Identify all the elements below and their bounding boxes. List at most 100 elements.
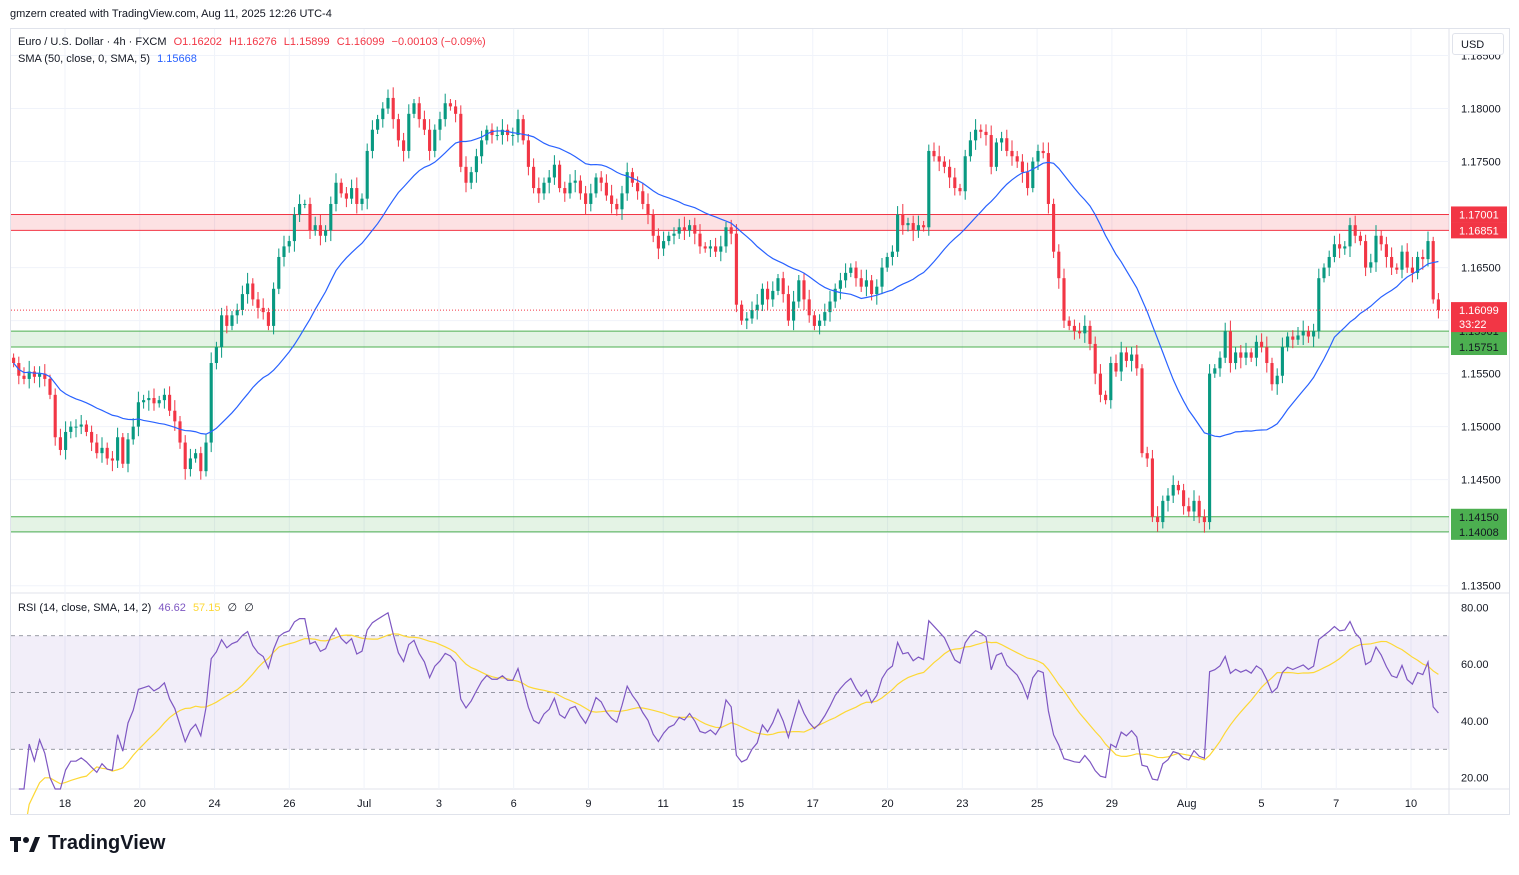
rsi-value: 46.62 bbox=[158, 602, 186, 614]
candle-body bbox=[636, 182, 640, 192]
candle-body bbox=[1358, 235, 1362, 242]
currency-button[interactable]: USD bbox=[1452, 33, 1504, 55]
logo-text: TradingView bbox=[48, 832, 166, 854]
candle-body bbox=[693, 225, 697, 234]
sma-label[interactable]: SMA (50, close, 0, SMA, 5) bbox=[18, 53, 151, 65]
candle-body bbox=[937, 156, 941, 162]
candle-body bbox=[578, 180, 582, 194]
time-tick-label: 11 bbox=[658, 798, 669, 810]
ohlc-low: L1.15899 bbox=[283, 36, 330, 48]
candle-body bbox=[875, 286, 879, 295]
sma-line bbox=[13, 130, 1439, 438]
candle-body bbox=[646, 203, 650, 215]
time-tick-label: Aug bbox=[1177, 798, 1197, 810]
candle-body bbox=[391, 97, 395, 120]
zone-price-tag bbox=[1451, 523, 1507, 540]
candle-body bbox=[906, 223, 910, 226]
candle-body bbox=[53, 394, 57, 438]
candle-body bbox=[1130, 354, 1134, 361]
candle-body bbox=[110, 458, 114, 461]
rsi-label[interactable]: RSI (14, close, SMA, 14, 2) bbox=[18, 602, 152, 614]
symbol-name[interactable]: Euro / U.S. Dollar · 4h · FXCM bbox=[18, 36, 167, 48]
candle-body bbox=[667, 235, 671, 242]
candle-body bbox=[724, 227, 728, 247]
ohlc-high: H1.16276 bbox=[229, 36, 277, 48]
candle-body bbox=[485, 129, 489, 141]
candle-body bbox=[1353, 225, 1357, 236]
candle-body bbox=[511, 135, 515, 137]
candle-body bbox=[230, 315, 234, 326]
candle-body bbox=[1202, 516, 1206, 523]
candle-body bbox=[428, 129, 432, 151]
price-tick-label: 1.17500 bbox=[1461, 157, 1501, 169]
time-tick-label: 9 bbox=[585, 798, 591, 810]
tradingview-logo: TradingView bbox=[10, 832, 165, 855]
time-tick-label: 23 bbox=[956, 798, 968, 810]
candle-body bbox=[209, 363, 213, 443]
candle-body bbox=[1026, 172, 1030, 189]
time-tick-label: 15 bbox=[732, 798, 744, 810]
candle-body bbox=[214, 347, 218, 364]
candle-body bbox=[12, 357, 16, 364]
candle-body bbox=[1400, 251, 1404, 270]
candle-body bbox=[1260, 341, 1264, 348]
candle-body bbox=[916, 225, 920, 231]
candle-body bbox=[1338, 244, 1342, 249]
candle-body bbox=[594, 177, 598, 194]
candle-body bbox=[131, 426, 135, 440]
candle-body bbox=[1114, 363, 1118, 372]
candle-body bbox=[173, 410, 177, 422]
candle-body bbox=[1379, 235, 1383, 245]
candle-body bbox=[58, 437, 62, 450]
candle-body bbox=[1421, 256, 1425, 260]
candle-body bbox=[1052, 203, 1056, 252]
chart-container[interactable]: 1.185001.180001.175001.170001.165001.160… bbox=[10, 28, 1510, 815]
rsi-band bbox=[11, 635, 1449, 750]
candle-body bbox=[610, 195, 614, 204]
candle-body bbox=[318, 225, 322, 236]
candle-body bbox=[792, 301, 796, 321]
candle-body bbox=[422, 119, 426, 130]
candle-body bbox=[677, 227, 681, 234]
candle-body bbox=[1426, 241, 1430, 260]
candle-body bbox=[1234, 352, 1238, 364]
candle-body bbox=[1369, 262, 1373, 268]
time-tick-label: 20 bbox=[134, 798, 146, 810]
candle-body bbox=[69, 426, 73, 432]
candle-body bbox=[682, 227, 686, 231]
attribution-text: gmzern created with TradingView.com, Aug… bbox=[10, 8, 332, 20]
zone-price-tag bbox=[1451, 206, 1507, 223]
candle-body bbox=[672, 233, 676, 236]
candle-body bbox=[199, 453, 203, 472]
candle-body bbox=[225, 315, 229, 326]
time-tick-label: 7 bbox=[1333, 798, 1339, 810]
price-tick-label: 1.16500 bbox=[1461, 263, 1501, 275]
rsi-tick-label: 20.00 bbox=[1461, 773, 1489, 785]
candle-body bbox=[194, 453, 198, 459]
candle-body bbox=[526, 140, 530, 167]
candle-body bbox=[365, 150, 369, 199]
candle-body bbox=[760, 288, 764, 305]
price-chart[interactable]: 1.185001.180001.175001.170001.165001.160… bbox=[11, 29, 1509, 814]
zone-support-1[interactable] bbox=[11, 331, 1449, 348]
candle-body bbox=[1197, 500, 1201, 517]
candle-body bbox=[246, 283, 250, 295]
candle-body bbox=[308, 203, 312, 231]
candle-body bbox=[142, 400, 146, 403]
zone-support-2[interactable] bbox=[11, 516, 1449, 532]
candle-body bbox=[948, 166, 952, 178]
candle-body bbox=[1390, 256, 1394, 268]
candle-body bbox=[932, 150, 936, 157]
candle-body bbox=[495, 135, 499, 137]
candle-body bbox=[620, 193, 624, 210]
candle-body bbox=[1062, 278, 1066, 321]
candle-body bbox=[162, 394, 166, 401]
time-tick-label: 20 bbox=[881, 798, 893, 810]
candle-body bbox=[833, 288, 837, 302]
candle-body bbox=[105, 447, 109, 459]
candle-body bbox=[402, 140, 406, 151]
rsi-line bbox=[18, 611, 1439, 790]
candle-body bbox=[750, 310, 754, 319]
candle-body bbox=[1057, 251, 1061, 279]
countdown-label: 33:22 bbox=[1459, 319, 1487, 331]
